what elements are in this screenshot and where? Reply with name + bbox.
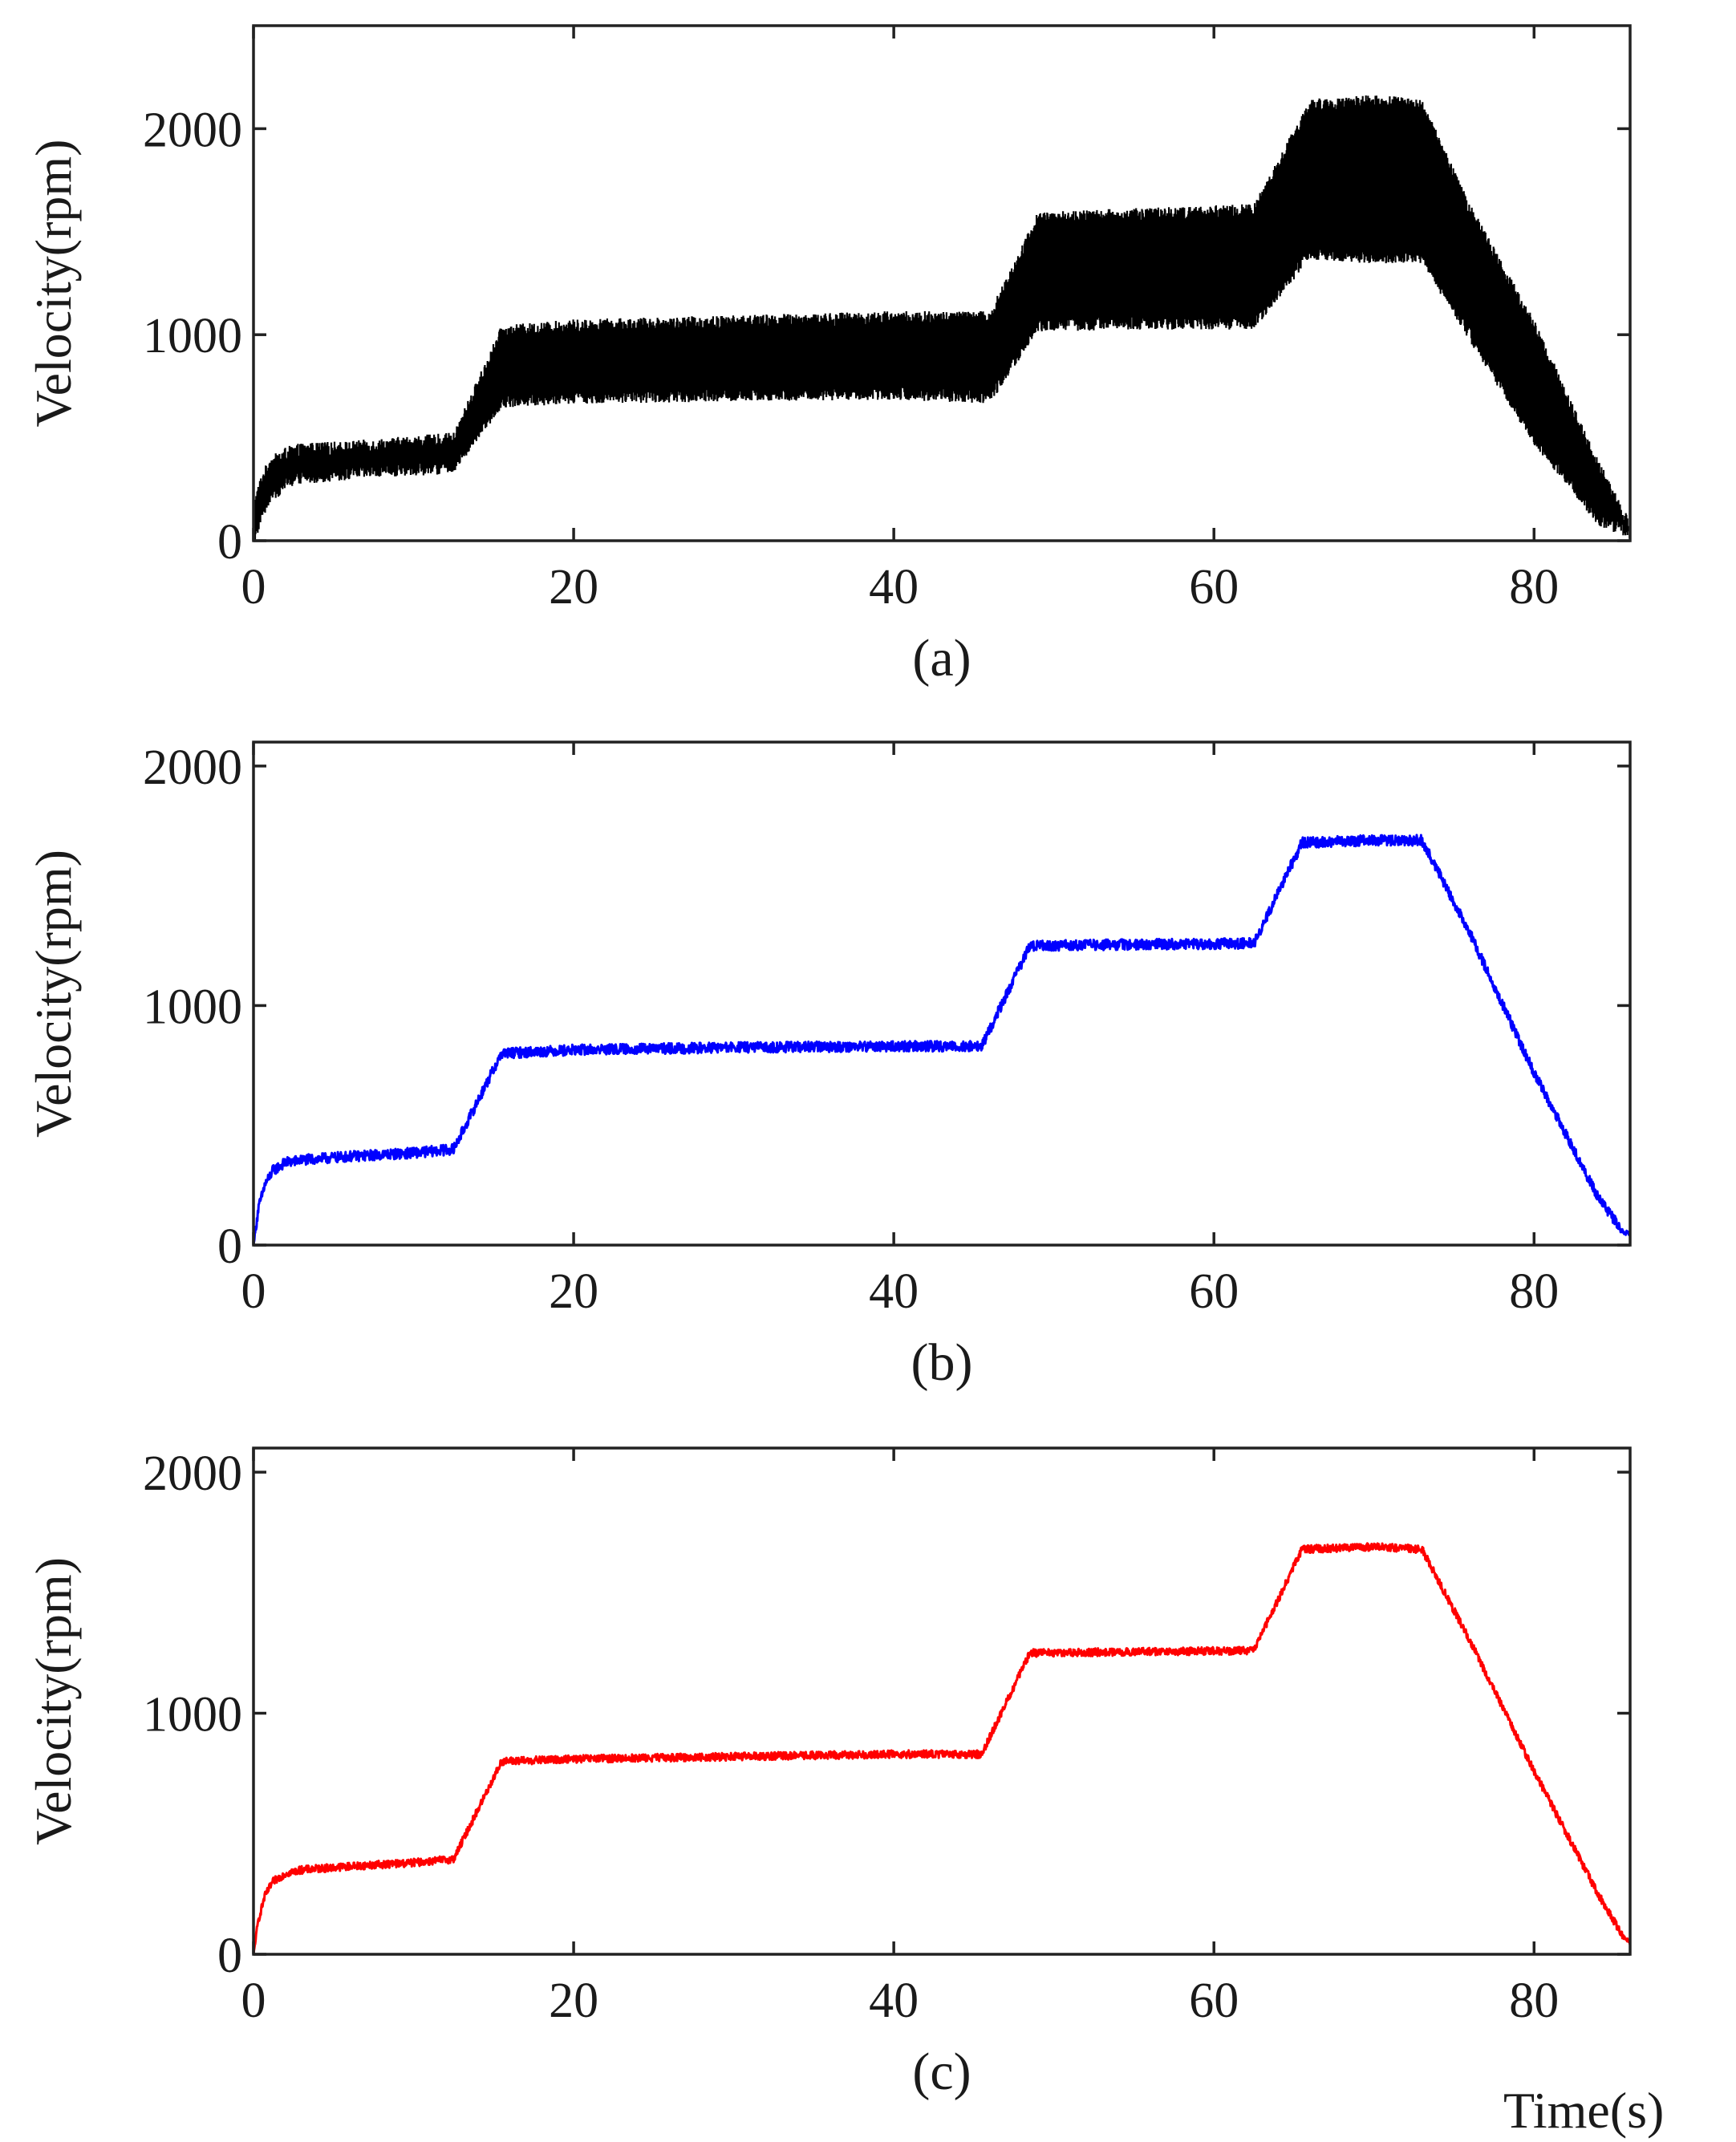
series-band bbox=[254, 95, 1630, 541]
x-tick-label: 0 bbox=[241, 1264, 266, 1319]
x-tick-label: 80 bbox=[1509, 1974, 1559, 2028]
y-tick-label: 1000 bbox=[143, 1688, 242, 1742]
panel-b: 0 20 40 60 80 0 1000 2000 Velocity(rpm) (b) bbox=[25, 740, 1632, 1392]
series-line bbox=[254, 834, 1630, 1245]
axis-box bbox=[252, 740, 1632, 1247]
plot-area bbox=[254, 834, 1630, 1245]
panel-caption: (c) bbox=[912, 2043, 971, 2101]
y-tick-label: 0 bbox=[217, 1219, 242, 1274]
y-tick-label: 1000 bbox=[143, 309, 242, 363]
x-axis-label: Time(s) bbox=[1503, 2082, 1664, 2139]
x-tick-label: 0 bbox=[241, 1974, 266, 2028]
x-tick-label: 60 bbox=[1189, 560, 1239, 615]
y-axis-label: Velocity(rpm) bbox=[25, 140, 82, 428]
x-tick-label: 20 bbox=[549, 560, 598, 615]
panel-a: 0 20 40 60 80 0 1000 2000 Velocity(rpm) (a) bbox=[25, 24, 1632, 688]
x-tick-label: 60 bbox=[1189, 1264, 1239, 1319]
y-tick-label: 2000 bbox=[143, 103, 242, 157]
x-tick-label: 20 bbox=[549, 1974, 598, 2028]
x-tick-label: 80 bbox=[1509, 560, 1559, 615]
x-tick-label: 60 bbox=[1189, 1974, 1239, 2028]
y-axis-label: Velocity(rpm) bbox=[25, 1557, 82, 1845]
y-tick-label: 1000 bbox=[143, 980, 242, 1034]
y-tick-label: 0 bbox=[217, 515, 242, 570]
series-line bbox=[254, 1542, 1630, 1954]
x-tick-label: 0 bbox=[241, 560, 266, 615]
axis-box bbox=[252, 1446, 1632, 1956]
plot-area bbox=[254, 95, 1630, 541]
x-tick-label: 40 bbox=[869, 560, 919, 615]
x-tick-label: 40 bbox=[869, 1264, 919, 1319]
y-tick-label: 2000 bbox=[143, 740, 242, 795]
x-tick-label: 80 bbox=[1509, 1264, 1559, 1319]
panel-caption: (b) bbox=[911, 1333, 973, 1392]
plot-area bbox=[254, 1542, 1630, 1954]
y-axis-label: Velocity(rpm) bbox=[25, 850, 82, 1138]
y-tick-label: 2000 bbox=[143, 1446, 242, 1501]
x-tick-label: 20 bbox=[549, 1264, 598, 1319]
panel-caption: (a) bbox=[912, 629, 971, 688]
axis-box bbox=[252, 24, 1632, 542]
panel-c: 0 20 40 60 80 0 1000 2000 Velocity(rpm) (c) bbox=[25, 1446, 1632, 2101]
y-tick-label: 0 bbox=[217, 1929, 242, 1983]
x-tick-label: 40 bbox=[869, 1974, 919, 2028]
